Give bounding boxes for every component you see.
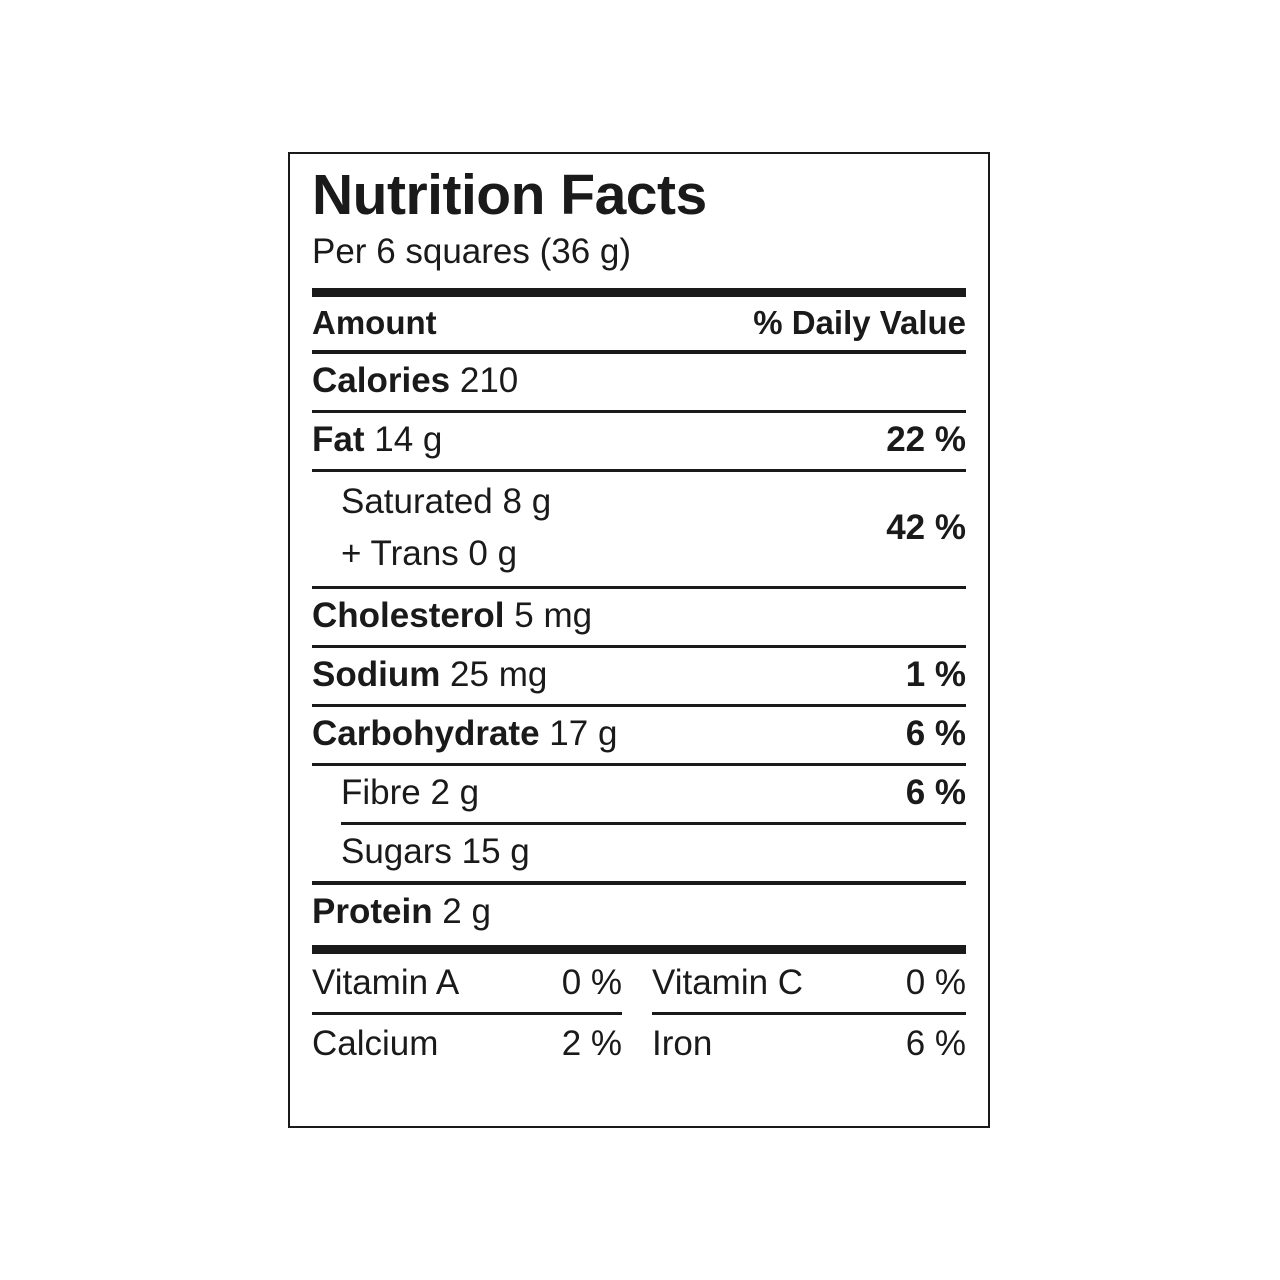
- divider-vitamin-left: [312, 1012, 622, 1015]
- nutrient-dv-fibre: 6 %: [905, 773, 966, 812]
- vitamin-column-gap: [622, 954, 652, 1012]
- nutrient-dv-saturated-trans: 42 %: [886, 508, 966, 547]
- column-header-daily-value: % Daily Value: [753, 304, 966, 341]
- vitamin-column-gap-2: [622, 1015, 652, 1073]
- vitamin-cell-vitamin-c: Vitamin C 0 %: [652, 954, 966, 1012]
- table-row-sugars: Sugars 15 g: [312, 825, 966, 881]
- nutrient-dv-carbohydrate: 6 %: [905, 714, 966, 753]
- table-row-carbohydrate: Carbohydrate 17 g 6 %: [312, 707, 966, 763]
- divider-carbohydrate: [312, 763, 966, 766]
- page-title: Nutrition Facts: [312, 163, 707, 227]
- vitamin-label-vitamin-c: Vitamin C: [652, 963, 804, 1002]
- divider-fat: [312, 469, 966, 472]
- divider-cholesterol: [312, 645, 966, 648]
- divider-sodium: [312, 704, 966, 707]
- divider-calories: [312, 410, 966, 413]
- vitamin-row-2: Calcium 2 % Iron 6 %: [312, 1015, 966, 1073]
- nutrient-dv-fat: 22 %: [886, 420, 966, 459]
- nutrient-label-saturated: Saturated 8 g: [341, 482, 552, 521]
- nutrient-dv-sodium: 1 %: [905, 655, 966, 694]
- vitamin-label-iron: Iron: [652, 1024, 713, 1063]
- vitamins-section: Vitamin A 0 % Vitamin C 0 % Calcium 2 %: [312, 954, 966, 1073]
- table-row-protein: Protein 2 g: [312, 885, 966, 941]
- divider-fibre: [341, 822, 966, 825]
- nutrient-label-trans: + Trans 0 g: [341, 534, 518, 573]
- nutrient-label-calories: Calories 210: [312, 361, 519, 400]
- divider-sugars: [312, 881, 966, 885]
- table-column-headers: Amount % Daily Value: [312, 297, 966, 350]
- vitamin-value-iron: 6 %: [905, 1024, 966, 1063]
- table-row-saturated-trans: Saturated 8 g + Trans 0 g 42 %: [312, 472, 966, 586]
- vitamin-label-calcium: Calcium: [312, 1024, 439, 1063]
- table-row-calories: Calories 210: [312, 354, 966, 410]
- divider-thick-top: [312, 288, 966, 297]
- nutrient-label-fibre: Fibre 2 g: [341, 773, 480, 812]
- vitamin-cell-iron: Iron 6 %: [652, 1015, 966, 1073]
- table-row-fat: Fat 14 g 22 %: [312, 413, 966, 469]
- nutrient-label-cholesterol: Cholesterol 5 mg: [312, 596, 593, 635]
- serving-size-text: Per 6 squares (36 g): [312, 232, 632, 271]
- divider-under-headers: [312, 350, 966, 354]
- nutrient-label-carbohydrate: Carbohydrate 17 g: [312, 714, 618, 753]
- vitamin-cell-vitamin-a: Vitamin A 0 %: [312, 954, 622, 1012]
- divider-vitamin-row-1: [312, 1012, 966, 1015]
- nutrient-label-saturated-trans: Saturated 8 g + Trans 0 g: [312, 476, 551, 580]
- vitamin-value-calcium: 2 %: [561, 1024, 622, 1063]
- vitamin-value-vitamin-a: 0 %: [561, 963, 622, 1002]
- divider-saturated-trans: [312, 586, 966, 589]
- table-row-fibre: Fibre 2 g 6 %: [312, 766, 966, 822]
- divider-vitamin-right: [652, 1012, 966, 1015]
- vitamin-label-vitamin-a: Vitamin A: [312, 963, 460, 1002]
- nutrient-label-protein: Protein 2 g: [312, 892, 491, 931]
- vitamin-value-vitamin-c: 0 %: [905, 963, 966, 1002]
- column-header-amount: Amount: [312, 304, 437, 341]
- vitamin-cell-calcium: Calcium 2 %: [312, 1015, 622, 1073]
- nutrition-facts-inner: Nutrition Facts Per 6 squares (36 g) Amo…: [312, 162, 966, 1073]
- nutrition-facts-panel: Nutrition Facts Per 6 squares (36 g) Amo…: [288, 152, 990, 1128]
- vitamin-row-1: Vitamin A 0 % Vitamin C 0 %: [312, 954, 966, 1012]
- table-row-cholesterol: Cholesterol 5 mg: [312, 589, 966, 645]
- nutrient-label-sugars: Sugars 15 g: [341, 832, 530, 871]
- divider-thick-vitamins: [312, 945, 966, 954]
- nutrient-label-sodium: Sodium 25 mg: [312, 655, 548, 694]
- table-row-sodium: Sodium 25 mg 1 %: [312, 648, 966, 704]
- nutrient-label-fat: Fat 14 g: [312, 420, 443, 459]
